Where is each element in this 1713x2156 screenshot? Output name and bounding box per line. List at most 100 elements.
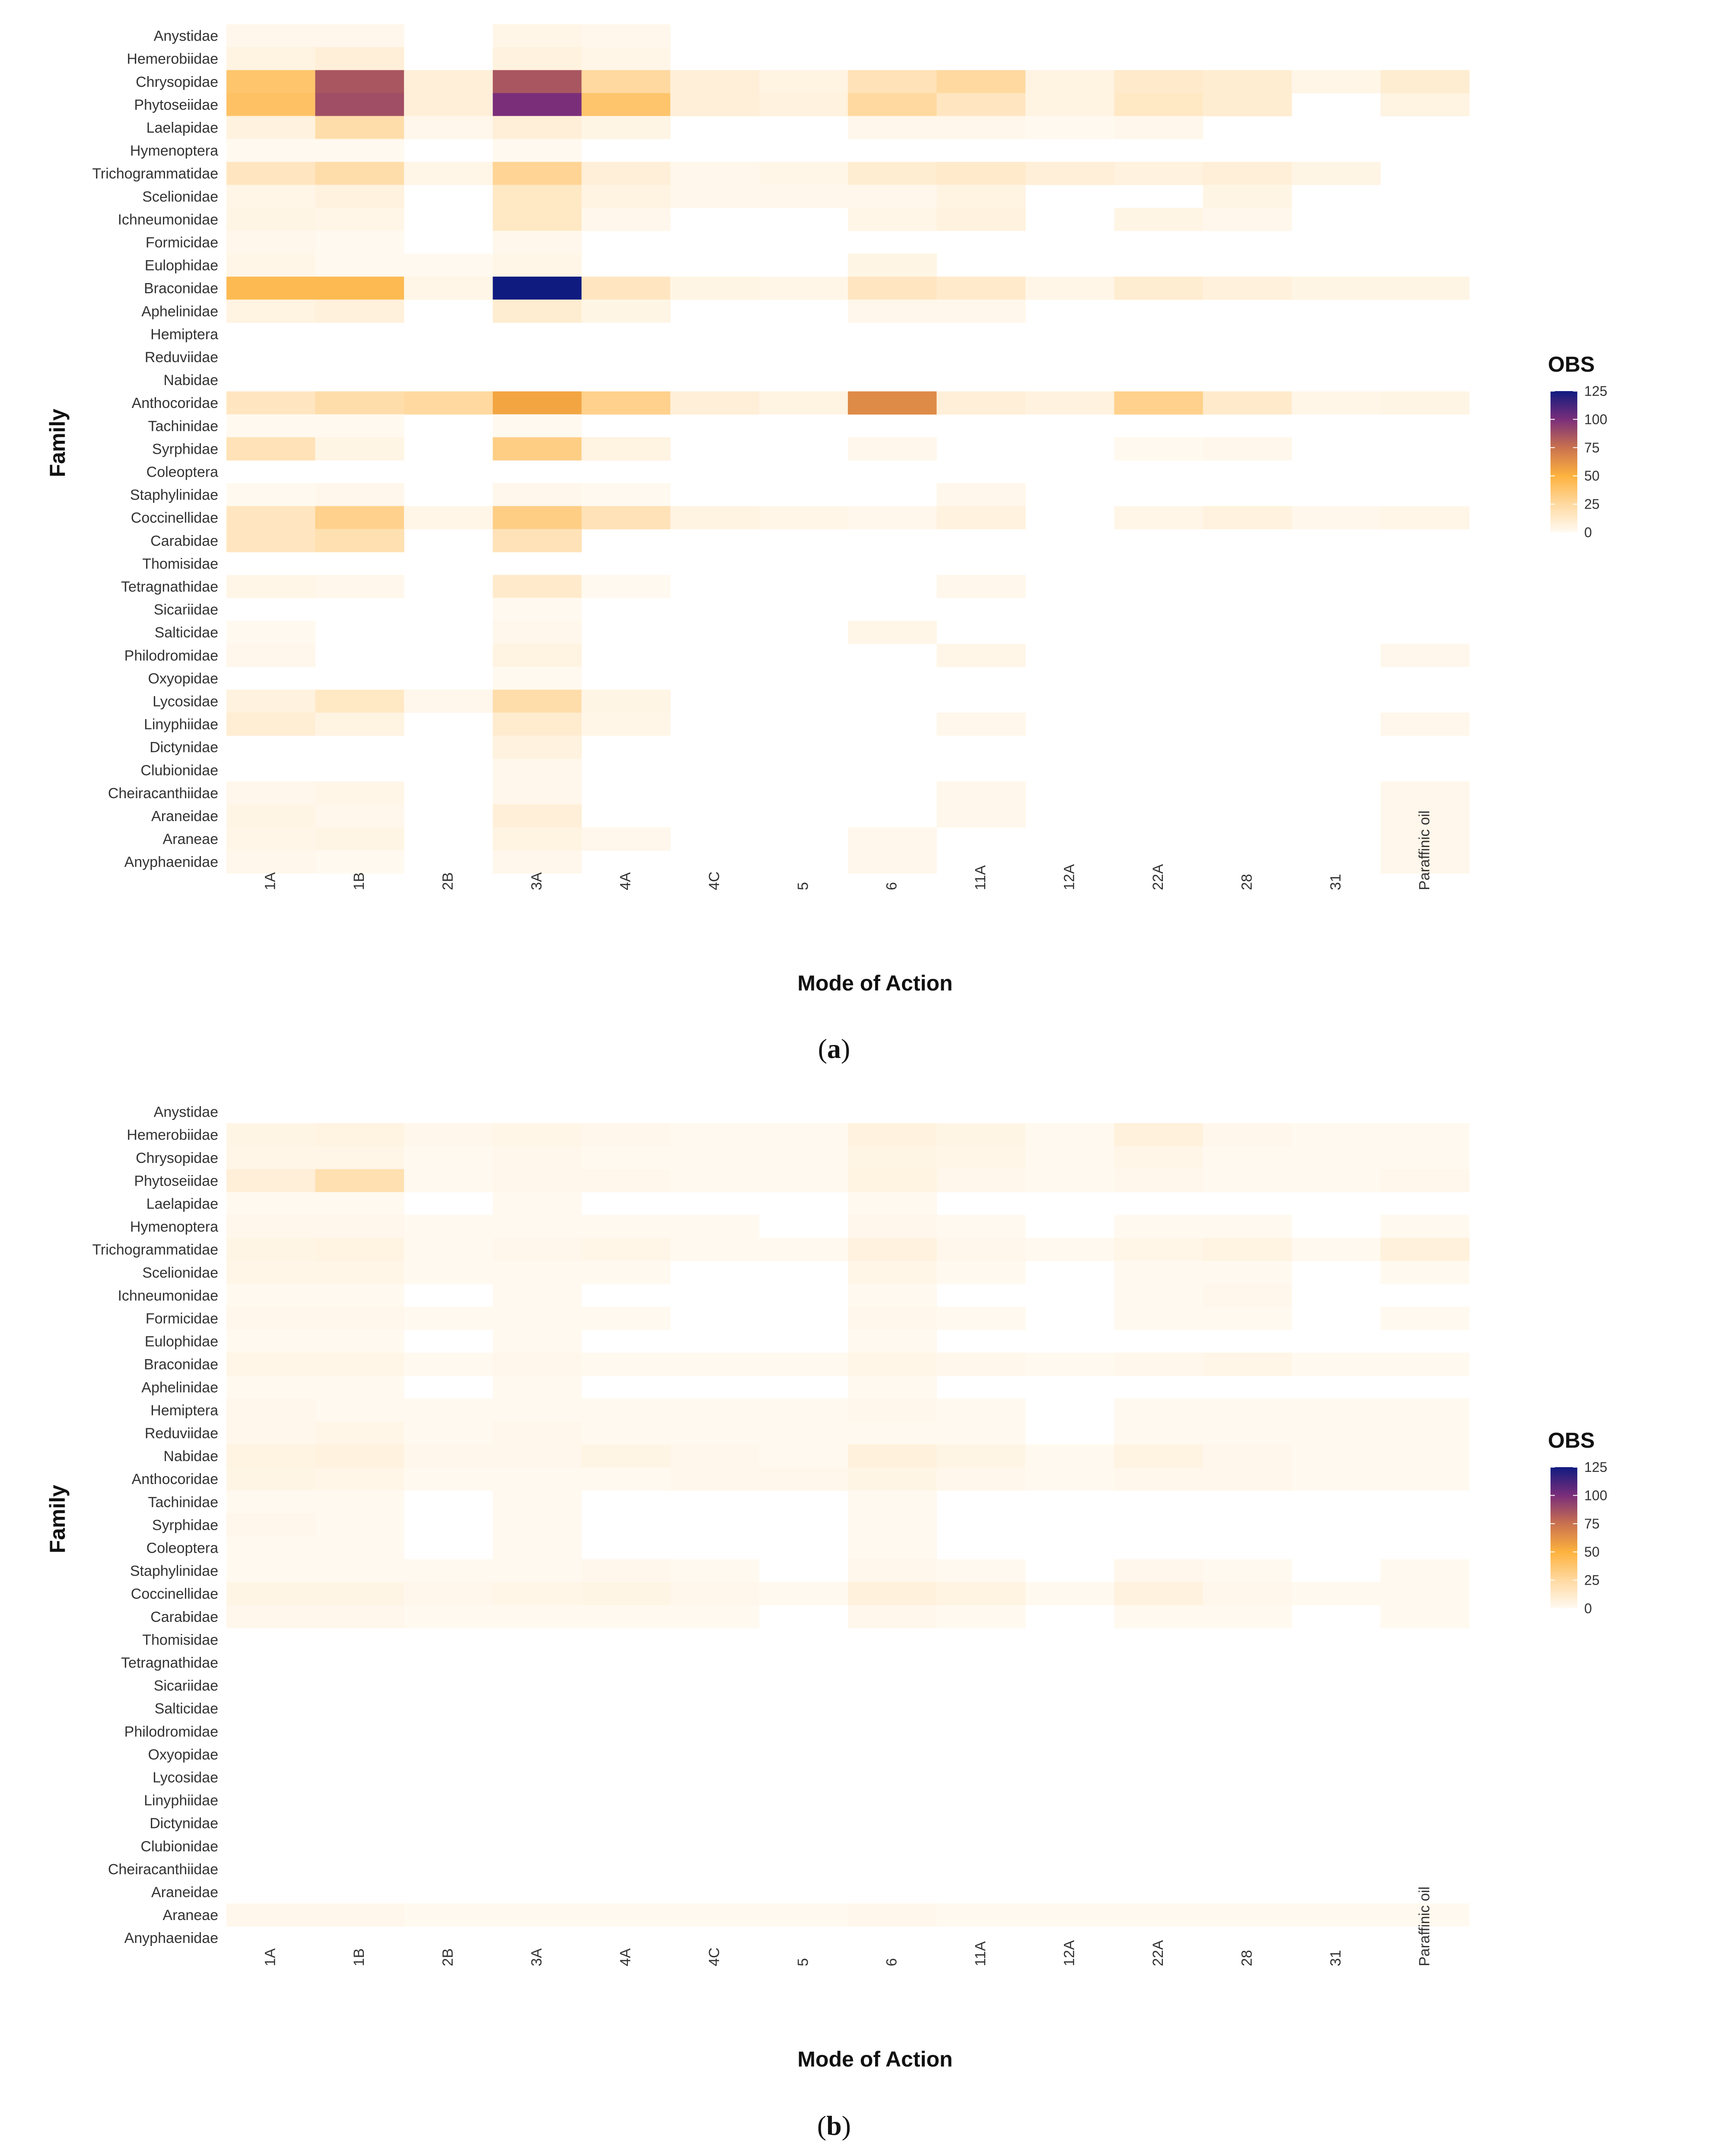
heatmap-cell	[315, 299, 404, 323]
heatmap-cell	[404, 1903, 493, 1927]
row-label: Lycosidae	[153, 1769, 218, 1786]
heatmap-cell	[848, 162, 937, 185]
heatmap-cell	[315, 575, 404, 599]
heatmap-cell	[670, 506, 760, 529]
row-label: Reduviidae	[145, 1425, 218, 1442]
heatmap-cell	[1114, 437, 1204, 461]
heatmap-cell	[226, 47, 315, 70]
heatmap-cell	[315, 230, 404, 254]
heatmap-cell	[670, 1444, 760, 1468]
row-label: Hymenoptera	[130, 143, 218, 159]
row-label: Formicidae	[146, 235, 218, 251]
heatmap-cell	[759, 162, 848, 185]
heatmap-cell	[1203, 1353, 1292, 1376]
heatmap-cell	[936, 506, 1026, 529]
row-label: Clubionidae	[140, 762, 218, 779]
heatmap-cell	[404, 254, 493, 277]
row-label: Anyphaenidae	[124, 854, 218, 870]
heatmap-cell	[581, 299, 671, 323]
heatmap-cell	[226, 414, 315, 438]
heatmap-cell	[315, 1192, 404, 1216]
heatmap-cell	[493, 162, 582, 185]
row-label: Carabidae	[150, 1609, 218, 1625]
heatmap-cell	[226, 1490, 315, 1514]
heatmap-cell	[1114, 1559, 1204, 1583]
heatmap-cell	[848, 1306, 937, 1330]
heatmap-cell	[1203, 506, 1292, 529]
row-label: Laelapidae	[146, 1196, 218, 1212]
heatmap-cell	[1292, 391, 1381, 415]
heatmap-cell	[493, 1169, 582, 1192]
heatmap-cell	[936, 1903, 1026, 1927]
heatmap-cell	[226, 1169, 315, 1192]
heatmap-cell	[1380, 1353, 1470, 1376]
heatmap-cell	[1380, 1903, 1470, 1927]
heatmap-cell	[759, 70, 848, 93]
heatmap-cell	[581, 689, 671, 713]
heatmap-cell	[315, 437, 404, 461]
heatmap-cell	[1025, 1146, 1114, 1169]
heatmap-cell	[581, 1903, 671, 1927]
heatmap-cell	[936, 781, 1026, 805]
row-label: Carabidae	[150, 533, 218, 549]
heatmap-cell	[493, 736, 582, 759]
heatmap-cell	[315, 506, 404, 529]
heatmap-cell	[226, 827, 315, 851]
column-label: 31	[1328, 874, 1344, 890]
heatmap-cell	[581, 1146, 671, 1169]
heatmap-cell	[315, 414, 404, 438]
heatmap-cell	[1114, 1238, 1204, 1261]
row-label: Staphylinidae	[130, 1563, 218, 1580]
heatmap-cell	[493, 116, 582, 140]
heatmap-cell	[493, 621, 582, 644]
heatmap-cell	[936, 70, 1026, 93]
heatmap-cell	[1114, 1903, 1204, 1927]
legend-title: OBS	[1548, 352, 1595, 376]
heatmap-cell	[848, 1376, 937, 1399]
heatmap-cell	[315, 1559, 404, 1583]
heatmap-cell	[848, 437, 937, 461]
heatmap-cell	[493, 483, 582, 506]
heatmap-cell	[1114, 1605, 1204, 1628]
heatmap-cell	[493, 1536, 582, 1560]
heatmap-cell	[936, 1559, 1026, 1583]
heatmap-cell	[1203, 70, 1292, 93]
heatmap-cell	[848, 1330, 937, 1353]
heatmap-cell	[404, 93, 493, 116]
heatmap-cell	[1025, 1123, 1114, 1146]
heatmap-cell	[848, 1192, 937, 1216]
heatmap-cell	[936, 483, 1026, 506]
y-axis-title: Family	[45, 409, 70, 478]
column-label: 6	[884, 1958, 900, 1966]
heatmap-cell	[404, 116, 493, 140]
heatmap-cell	[493, 1421, 582, 1445]
column-label: Paraffinic oil	[1416, 1886, 1433, 1966]
heatmap-cell	[315, 116, 404, 140]
heatmap-cell	[1025, 1169, 1114, 1192]
row-label: Sicariidae	[154, 1678, 218, 1694]
heatmap-cell	[1025, 162, 1114, 185]
heatmap-cell	[670, 1582, 760, 1605]
row-label: Eulophidae	[145, 258, 218, 274]
heatmap-cell	[226, 1283, 315, 1307]
row-label: Linyphiidae	[144, 1793, 218, 1809]
heatmap-cell	[404, 1306, 493, 1330]
heatmap-cell	[1380, 1467, 1470, 1491]
heatmap-cell	[848, 116, 937, 140]
heatmap-cell	[226, 643, 315, 667]
heatmap-cell	[759, 1444, 848, 1468]
heatmap-cell	[226, 506, 315, 529]
row-label: Araneae	[162, 831, 218, 847]
column-label: 28	[1239, 1950, 1255, 1966]
heatmap-cell	[759, 1353, 848, 1376]
heatmap-cell	[1203, 162, 1292, 185]
heatmap-cell	[581, 207, 671, 231]
heatmap-cell	[1114, 277, 1204, 300]
heatmap-cell	[848, 827, 937, 851]
heatmap-cell	[1380, 1261, 1470, 1284]
heatmap-cell	[493, 1123, 582, 1146]
row-label: Phytoseiidae	[134, 1173, 218, 1189]
heatmap-cell	[936, 1444, 1026, 1468]
row-label: Lycosidae	[153, 694, 218, 710]
heatmap-cell	[315, 483, 404, 506]
